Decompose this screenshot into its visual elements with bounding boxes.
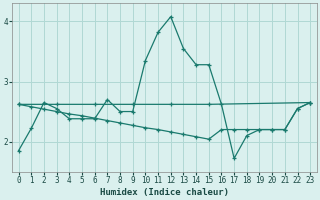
X-axis label: Humidex (Indice chaleur): Humidex (Indice chaleur) [100, 188, 229, 197]
